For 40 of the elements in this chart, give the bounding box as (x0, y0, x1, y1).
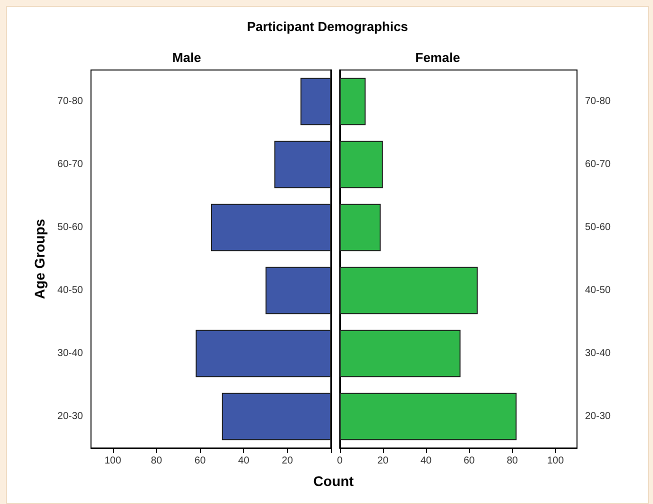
y-tick-label: 20-30 (57, 411, 84, 422)
bar (196, 330, 331, 378)
y-tick-label: 70-80 (584, 96, 611, 107)
bar (339, 392, 516, 440)
bar (339, 330, 460, 378)
y-tick-label: 60-70 (584, 159, 611, 170)
bar (274, 140, 331, 188)
x-tick-label: 100 (104, 456, 122, 466)
bar (222, 392, 331, 440)
y-tick-label: 30-40 (584, 348, 611, 359)
x-tick-label: 20 (376, 456, 388, 466)
y-tick-label: 60-70 (57, 159, 84, 170)
x-tick-label: 40 (420, 456, 432, 466)
y-tick-label: 30-40 (57, 348, 84, 359)
y-tick-label: 50-60 (584, 222, 611, 233)
x-axis-title: Count (312, 473, 355, 489)
x-tick-label: 100 (546, 456, 564, 466)
y-tick-label: 40-50 (57, 285, 84, 296)
bar (339, 78, 366, 126)
x-tick-label: 80 (150, 456, 162, 466)
y-axis-title: Age Groups (32, 218, 48, 300)
bar (339, 266, 478, 314)
bar (266, 266, 331, 314)
bar (211, 204, 331, 252)
text: Male (172, 50, 202, 65)
x-tick-label: 20 (282, 456, 294, 466)
bar (339, 204, 380, 252)
x-tick-label: 80 (506, 456, 518, 466)
y-tick-label: 70-80 (57, 96, 84, 107)
x-tick-label: 0 (336, 456, 342, 466)
bar (339, 140, 382, 188)
x-tick-label: 60 (194, 456, 206, 466)
text: Female (414, 50, 460, 65)
y-tick-label: 50-60 (57, 222, 84, 233)
bar (300, 78, 331, 126)
y-tick-label: 20-30 (584, 411, 611, 422)
chart-title: Participant Demographics (246, 19, 410, 34)
y-tick-label: 40-50 (584, 285, 611, 296)
x-tick-label: 60 (463, 456, 475, 466)
x-tick-label: 40 (238, 456, 250, 466)
